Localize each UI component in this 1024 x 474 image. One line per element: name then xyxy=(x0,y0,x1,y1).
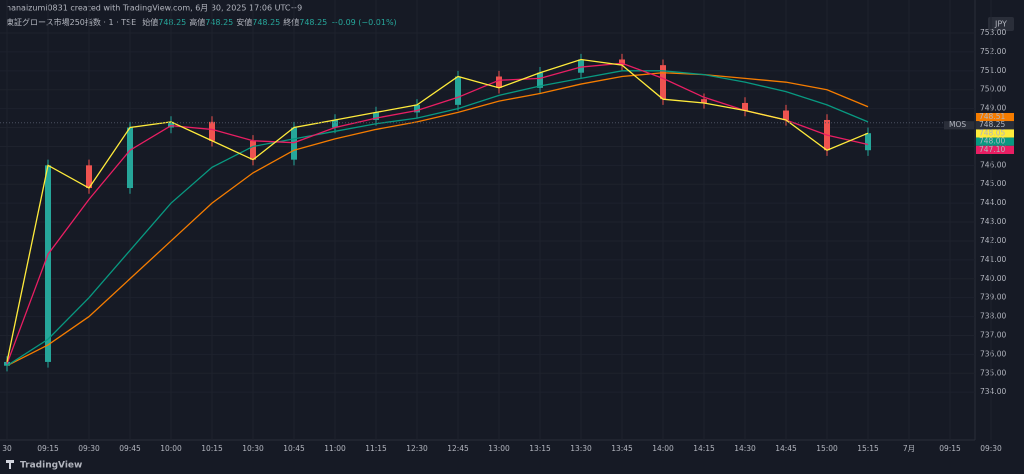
candle-body xyxy=(45,165,51,362)
brand: TradingView xyxy=(20,461,82,471)
x-tick-label: 10:00 xyxy=(160,444,182,453)
y-tick-label: 738.00 xyxy=(980,312,1006,321)
ohlc-label: 始値 xyxy=(142,17,158,27)
x-tick-label: 10:15 xyxy=(201,444,223,453)
y-tick-label: 744.00 xyxy=(980,198,1006,207)
x-tick-label: 30 xyxy=(2,444,12,453)
candle-body xyxy=(783,110,789,120)
x-tick-label: 15:00 xyxy=(816,444,838,453)
candle-body xyxy=(455,76,461,105)
x-tick-label: 15:15 xyxy=(857,444,879,453)
y-tick-label: 737.00 xyxy=(980,330,1006,339)
ohlc-value: 748.25 xyxy=(252,18,280,27)
ohlc-label: 終値 xyxy=(283,17,299,27)
candle-body xyxy=(373,112,379,120)
price-tag xyxy=(976,137,1014,146)
y-tick-label: 739.00 xyxy=(980,293,1006,302)
candle-body xyxy=(209,121,215,141)
x-tick-label: 7月 xyxy=(903,444,915,453)
y-tick-label: 736.00 xyxy=(980,349,1006,358)
x-tick-label: 13:15 xyxy=(529,444,551,453)
candle-body xyxy=(127,127,133,189)
ohlc-label: 高値 xyxy=(189,17,205,27)
y-tick-label: 752.00 xyxy=(980,47,1006,56)
x-tick-label: 11:00 xyxy=(324,444,346,453)
x-tick-label: 09:45 xyxy=(119,444,141,453)
y-tick-label: 743.00 xyxy=(980,217,1006,226)
y-tick-label: 749.00 xyxy=(980,104,1006,113)
price-tag-label: 748.05 xyxy=(979,128,1005,137)
change: −0.09 (−0.01%) xyxy=(331,18,396,27)
symbol-line: 東証グロース市場250指数 · 1 · TSE 始値748.25 高値748.25 安… xyxy=(6,17,397,27)
credit: hanaizumi0831 created with TradingView.c… xyxy=(6,4,302,13)
candle-body xyxy=(537,72,543,88)
y-tick-label: 746.00 xyxy=(980,160,1006,169)
candle-body xyxy=(291,127,297,160)
y-tick-label: 734.00 xyxy=(980,387,1006,396)
candle-body xyxy=(496,76,502,88)
candle-body xyxy=(660,65,666,100)
x-tick-label: 10:30 xyxy=(242,444,264,453)
ohlc-value: 748.25 xyxy=(205,18,233,27)
y-tick-label: 753.00 xyxy=(980,28,1006,37)
x-tick-label: 12:45 xyxy=(447,444,469,453)
series-tag xyxy=(944,121,974,130)
candle-body xyxy=(414,104,420,113)
price-tag-label: 747.10 xyxy=(979,145,1005,154)
price-tag-label: 748.51 xyxy=(979,112,1005,121)
x-tick-label: 09:15 xyxy=(37,444,59,453)
price-tag xyxy=(976,145,1014,154)
ma-line xyxy=(6,62,869,365)
candle-body xyxy=(701,99,707,103)
price-tag-label: 748.00 xyxy=(979,137,1005,146)
price-tag-label: 748.25 xyxy=(979,120,1005,129)
brand-logo xyxy=(6,460,14,469)
candle-body xyxy=(86,165,92,189)
y-tick-label: 742.00 xyxy=(980,236,1006,245)
y-tick-label: 735.00 xyxy=(980,368,1006,377)
price-tag xyxy=(976,121,1014,130)
x-tick-label: 13:45 xyxy=(611,444,633,453)
y-tick-label: 750.00 xyxy=(980,85,1006,94)
currency[interactable]: JPY xyxy=(994,20,1007,29)
price-tag xyxy=(976,129,1014,138)
ma-line xyxy=(6,58,869,363)
x-tick-label: 11:15 xyxy=(365,444,387,453)
candle-body xyxy=(332,119,338,128)
price-tag xyxy=(976,113,1014,122)
candle-body xyxy=(250,140,256,160)
y-tick-label: 741.00 xyxy=(980,255,1006,264)
candle-body xyxy=(619,59,625,66)
candle-body xyxy=(865,133,871,151)
ma-line xyxy=(6,70,869,367)
x-tick-label: 12:30 xyxy=(406,444,428,453)
currency-button[interactable] xyxy=(988,17,1014,31)
candle-body xyxy=(578,59,584,73)
legend-header: 東証グロース市場250指数 · 1 · TSE 始値748.25 高値748.25 安… xyxy=(6,17,397,27)
symbol: 東証グロース市場250指数 · 1 · TSE xyxy=(6,17,136,27)
x-tick-label: 14:15 xyxy=(693,444,715,453)
x-tick-label: 09:15 xyxy=(939,444,961,453)
x-tick-label: 13:00 xyxy=(488,444,510,453)
ohlc-value: 748.25 xyxy=(299,18,327,27)
y-tick-label: 751.00 xyxy=(980,66,1006,75)
y-tick-label: 740.00 xyxy=(980,274,1006,283)
ma-line xyxy=(6,72,869,367)
x-tick-label: 14:00 xyxy=(652,444,674,453)
x-tick-label: 09:30 xyxy=(78,444,100,453)
ohlc-value: 748.25 xyxy=(158,18,186,27)
candle-body xyxy=(168,121,174,128)
candle-body xyxy=(742,102,748,111)
x-tick-label: 14:45 xyxy=(775,444,797,453)
x-tick-label: 13:30 xyxy=(570,444,592,453)
x-tick-label: 09:30 xyxy=(980,444,1002,453)
y-tick-label: 745.00 xyxy=(980,179,1006,188)
series-tag-label: MOS xyxy=(949,120,966,129)
ohlc-label: 安値 xyxy=(236,17,252,27)
x-tick-label: 10:45 xyxy=(283,444,305,453)
x-tick-label: 14:30 xyxy=(734,444,756,453)
